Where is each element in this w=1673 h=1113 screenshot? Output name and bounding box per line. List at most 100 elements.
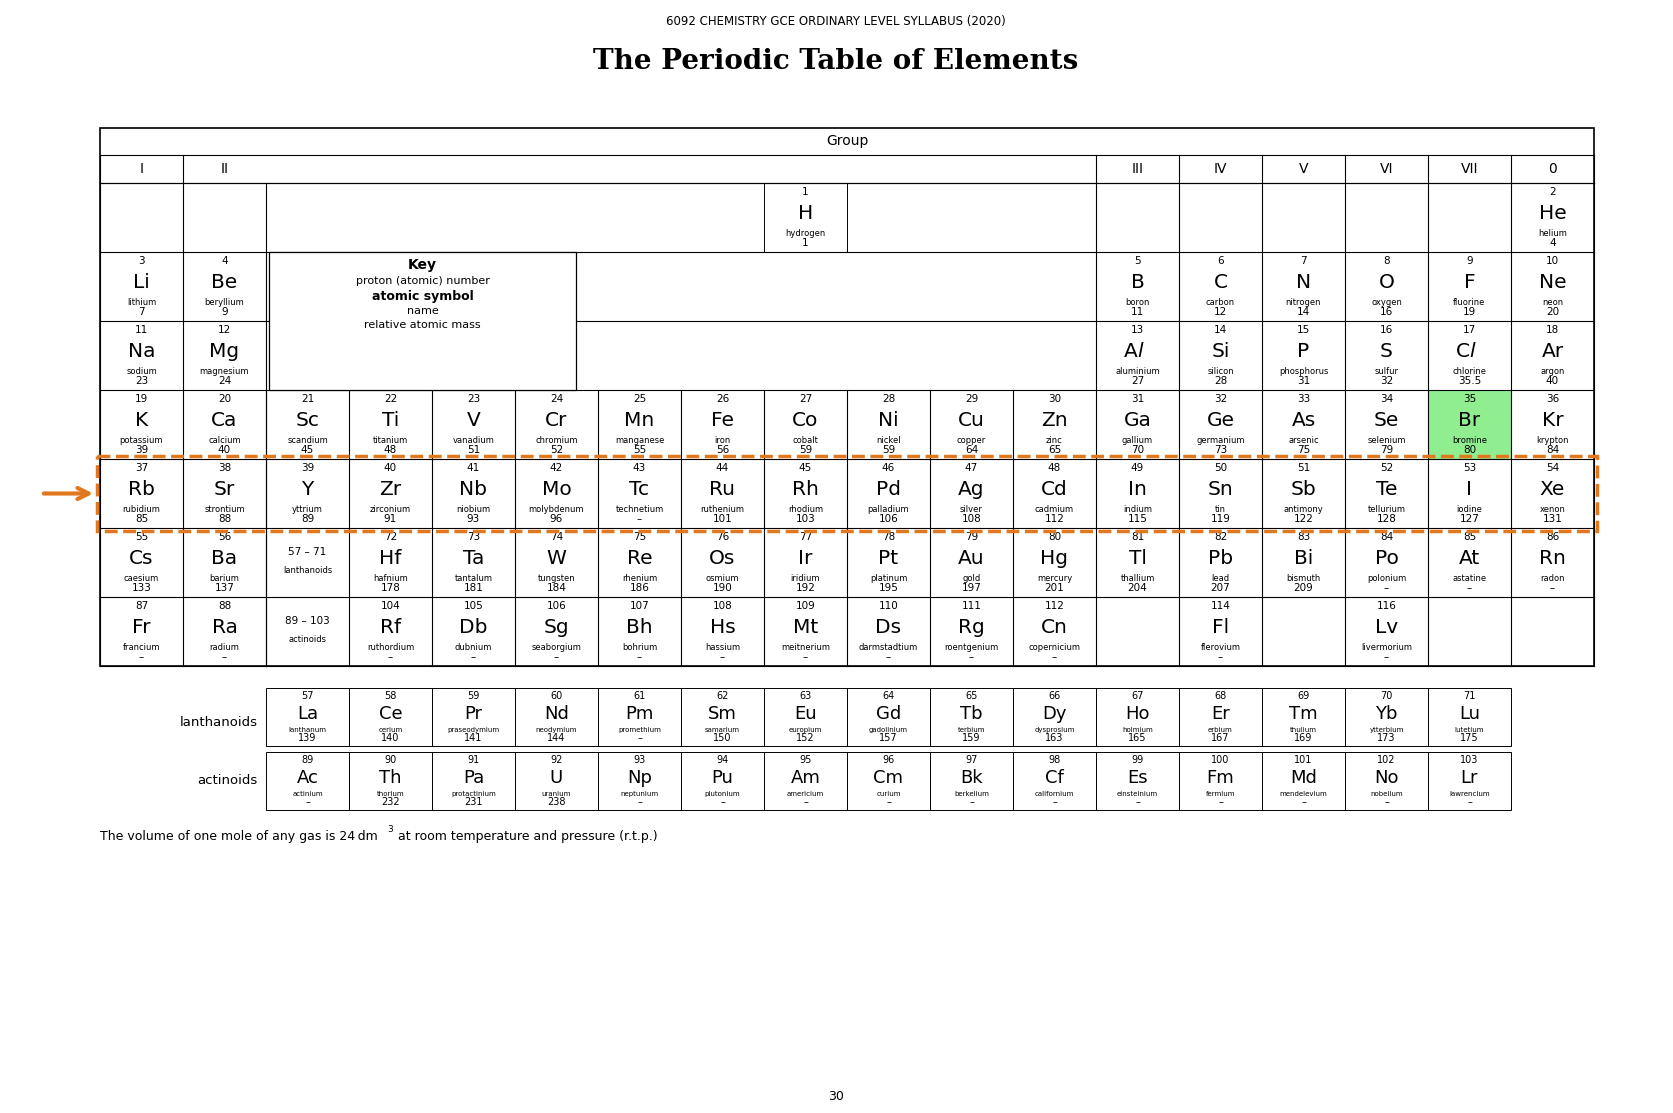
Bar	[432, 752, 515, 810]
Text: Ca: Ca	[211, 411, 238, 430]
Bar	[269, 252, 576, 390]
Text: The volume of one mole of any gas is 24 dm: The volume of one mole of any gas is 24 …	[100, 830, 378, 843]
Bar	[100, 252, 182, 321]
Text: fermium: fermium	[1206, 791, 1235, 797]
Text: W: W	[547, 549, 567, 568]
Text: Lu: Lu	[1459, 705, 1481, 722]
Text: mendelevium: mendelevium	[1280, 791, 1327, 797]
Text: 102: 102	[1377, 755, 1395, 765]
Text: 95: 95	[800, 755, 811, 765]
Text: silicon: silicon	[1208, 366, 1233, 375]
Bar	[1261, 528, 1345, 597]
Text: Rb: Rb	[129, 480, 156, 499]
Bar	[765, 183, 847, 252]
Text: 9: 9	[1466, 256, 1472, 266]
Bar	[1261, 252, 1345, 321]
Text: 106: 106	[547, 601, 567, 611]
Text: 89: 89	[301, 514, 315, 524]
Text: Pa: Pa	[463, 768, 483, 787]
Text: 190: 190	[713, 583, 733, 593]
Text: As: As	[1292, 411, 1315, 430]
Text: 97: 97	[965, 755, 977, 765]
Bar	[182, 252, 266, 321]
Text: Th: Th	[380, 768, 402, 787]
Text: curium: curium	[877, 791, 900, 797]
Text: phosphorus: phosphorus	[1278, 366, 1328, 375]
Text: Mo: Mo	[542, 480, 572, 499]
Text: –: –	[223, 652, 228, 662]
Text: radon: radon	[1541, 573, 1564, 582]
Text: indium: indium	[1123, 504, 1153, 513]
Text: name: name	[407, 306, 438, 316]
Text: fluorine: fluorine	[1454, 297, 1486, 306]
Text: californium: californium	[1036, 791, 1074, 797]
Bar	[1179, 688, 1261, 746]
Text: 96: 96	[550, 514, 564, 524]
Text: 96: 96	[882, 755, 895, 765]
Text: samarium: samarium	[704, 727, 739, 732]
Bar	[847, 597, 930, 666]
Text: 86: 86	[1546, 532, 1559, 542]
Bar	[597, 597, 681, 666]
Text: 54: 54	[1546, 463, 1559, 473]
Text: Md: Md	[1290, 768, 1317, 787]
Text: C: C	[1456, 342, 1469, 361]
Text: barium: barium	[209, 573, 239, 582]
Text: III: III	[1131, 162, 1144, 176]
Text: –: –	[304, 797, 310, 807]
Text: Mt: Mt	[793, 618, 818, 637]
Text: gold: gold	[962, 573, 980, 582]
Text: –: –	[969, 797, 974, 807]
Text: –: –	[803, 652, 808, 662]
Text: 94: 94	[716, 755, 729, 765]
Bar	[350, 459, 432, 528]
Bar	[1345, 321, 1429, 390]
Text: dubnium: dubnium	[455, 642, 492, 651]
Text: 108: 108	[713, 601, 733, 611]
Text: 64: 64	[965, 445, 979, 455]
Bar	[1429, 528, 1511, 597]
Text: 57 – 71: 57 – 71	[288, 548, 326, 558]
Text: 209: 209	[1293, 583, 1313, 593]
Text: IV: IV	[1213, 162, 1228, 176]
Text: 18: 18	[1546, 325, 1559, 335]
Text: 56: 56	[716, 445, 729, 455]
Text: 58: 58	[385, 691, 397, 701]
Text: berkelium: berkelium	[954, 791, 989, 797]
Text: at room temperature and pressure (r.t.p.): at room temperature and pressure (r.t.p.…	[395, 830, 657, 843]
Text: 16: 16	[1380, 307, 1394, 317]
Bar	[1096, 528, 1179, 597]
Text: 34: 34	[1380, 394, 1394, 404]
Text: 89: 89	[301, 755, 313, 765]
Text: aluminium: aluminium	[1116, 366, 1159, 375]
Text: arsenic: arsenic	[1288, 435, 1318, 444]
Text: Ti: Ti	[381, 411, 400, 430]
Text: Fe: Fe	[711, 411, 734, 430]
Bar	[847, 688, 930, 746]
Bar	[681, 390, 765, 459]
Text: 38: 38	[217, 463, 231, 473]
Text: 61: 61	[634, 691, 646, 701]
Text: magnesium: magnesium	[199, 366, 249, 375]
Text: 92: 92	[550, 755, 562, 765]
Text: In: In	[1128, 480, 1148, 499]
Bar	[515, 688, 597, 746]
Text: Gd: Gd	[877, 705, 902, 722]
Bar	[432, 459, 515, 528]
Text: atomic symbol: atomic symbol	[371, 290, 473, 303]
Text: –: –	[1384, 583, 1389, 593]
Text: 165: 165	[1128, 733, 1146, 743]
Text: –: –	[637, 514, 642, 524]
Bar	[597, 752, 681, 810]
Text: 128: 128	[1377, 514, 1397, 524]
Text: 15: 15	[1297, 325, 1310, 335]
Text: 55: 55	[136, 532, 149, 542]
Text: gadolinium: gadolinium	[868, 727, 908, 732]
Text: Ni: Ni	[878, 411, 898, 430]
Text: 74: 74	[550, 532, 564, 542]
Text: sulfur: sulfur	[1375, 366, 1399, 375]
Bar	[765, 459, 847, 528]
Bar	[1261, 459, 1345, 528]
Text: Nb: Nb	[460, 480, 487, 499]
Text: einsteinium: einsteinium	[1118, 791, 1158, 797]
